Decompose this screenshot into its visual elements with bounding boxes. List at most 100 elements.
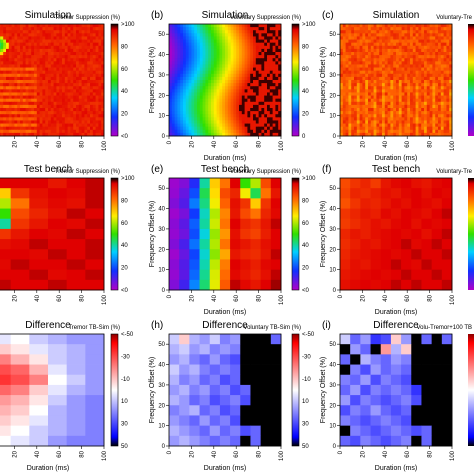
- heatmap-cell: [17, 83, 21, 87]
- heatmap-cell: [398, 92, 402, 96]
- heatmap-cell: [0, 395, 12, 406]
- heatmap-cell: [255, 92, 259, 96]
- heatmap-cell: [6, 101, 10, 106]
- heatmap-cell: [22, 48, 26, 53]
- heatmap-cell: [171, 67, 175, 72]
- heatmap-cell: [440, 117, 444, 121]
- heatmap-cell: [342, 86, 346, 90]
- heatmap-cell: [199, 108, 203, 112]
- heatmap-cell: [197, 104, 201, 109]
- heatmap-cell: [174, 120, 178, 124]
- heatmap-cell: [213, 104, 217, 109]
- heatmap-cell: [258, 98, 262, 103]
- heatmap-cell: [239, 126, 243, 131]
- heatmap-cell: [233, 111, 237, 115]
- heatmap-cell: [39, 27, 43, 31]
- heatmap-cell: [269, 95, 273, 100]
- heatmap-cell: [404, 55, 408, 59]
- heatmap-cell: [22, 95, 26, 100]
- heatmap-cell: [258, 73, 262, 78]
- heatmap-cell: [169, 52, 173, 56]
- heatmap-cell: [6, 114, 10, 118]
- heatmap-cell: [76, 67, 80, 72]
- heatmap-cell: [202, 89, 206, 93]
- heatmap-cell: [36, 126, 40, 131]
- heatmap-cell: [239, 104, 243, 109]
- x-tick-label: 100: [279, 294, 285, 305]
- heatmap-cell: [253, 111, 257, 115]
- heatmap-cell: [185, 123, 189, 128]
- heatmap-cell: [410, 114, 414, 118]
- heatmap-cell: [50, 83, 54, 87]
- heatmap-cell: [31, 42, 35, 47]
- heatmap-cell: [17, 24, 21, 28]
- heatmap-cell: [205, 108, 209, 112]
- heatmap-cell: [20, 73, 24, 78]
- heatmap-cell: [376, 114, 380, 118]
- colorbar-tick-label: 20: [121, 266, 128, 272]
- heatmap-cell: [264, 73, 268, 78]
- heatmap-cell: [81, 129, 85, 134]
- heatmap-cell: [213, 55, 217, 59]
- heatmap-cell: [14, 39, 18, 44]
- heatmap-cell: [76, 92, 80, 96]
- heatmap-cell: [354, 52, 358, 56]
- heatmap-cell: [348, 45, 352, 50]
- heatmap-cell: [92, 86, 96, 90]
- heatmap-cell: [179, 344, 190, 355]
- heatmap-cell: [53, 58, 57, 62]
- heatmap-cell: [11, 132, 15, 137]
- heatmap-cell: [250, 178, 262, 189]
- heatmap-cell: [250, 108, 254, 112]
- heatmap-cell: [412, 45, 416, 50]
- heatmap-cell: [56, 42, 60, 47]
- heatmap-cell: [443, 58, 447, 62]
- heatmap-cell: [446, 27, 450, 31]
- heatmap-cell: [253, 117, 257, 121]
- heatmap-cell: [438, 83, 442, 87]
- heatmap-cell: [70, 58, 74, 62]
- heatmap-cell: [345, 55, 349, 59]
- heatmap-cell: [370, 58, 374, 62]
- heatmap-cell: [446, 67, 450, 72]
- heatmap-cell: [76, 80, 80, 84]
- heatmap-cell: [360, 228, 371, 240]
- heatmap-cell: [247, 30, 251, 34]
- heatmap-cell: [222, 33, 226, 37]
- heatmap-cell: [191, 73, 195, 78]
- heatmap-cell: [415, 126, 419, 131]
- heatmap-cell: [50, 55, 54, 59]
- heatmap-cell: [230, 334, 241, 345]
- heatmap-cell: [404, 80, 408, 84]
- heatmap-cell: [73, 61, 77, 65]
- heatmap-cell: [205, 98, 209, 103]
- heatmap-cell: [438, 120, 442, 124]
- heatmap-cell: [368, 39, 372, 44]
- heatmap-cell: [78, 61, 82, 65]
- heatmap-cell: [208, 86, 212, 90]
- heatmap-cell: [87, 67, 91, 72]
- heatmap-cell: [39, 83, 43, 87]
- heatmap-cell: [370, 208, 382, 220]
- heatmap-cell: [67, 73, 71, 78]
- heatmap-cell: [185, 45, 189, 50]
- heatmap-cell: [213, 132, 217, 137]
- heatmap-cell: [14, 58, 18, 62]
- heatmap-cell: [431, 239, 443, 250]
- heatmap-cell: [29, 228, 49, 240]
- heatmap-cell: [401, 95, 405, 100]
- heatmap-cell: [350, 249, 361, 260]
- heatmap-cell: [441, 228, 453, 240]
- heatmap-cell: [90, 39, 94, 44]
- heatmap-cell: [267, 86, 271, 90]
- heatmap-cell: [354, 27, 358, 31]
- heatmap-cell: [421, 98, 425, 103]
- heatmap-cell: [0, 92, 4, 96]
- heatmap-cell: [443, 52, 447, 56]
- heatmap-cell: [59, 92, 63, 96]
- heatmap-cell: [183, 111, 187, 115]
- heatmap-cell: [56, 126, 60, 131]
- heatmap-cell: [87, 76, 91, 81]
- heatmap-cell: [255, 114, 259, 118]
